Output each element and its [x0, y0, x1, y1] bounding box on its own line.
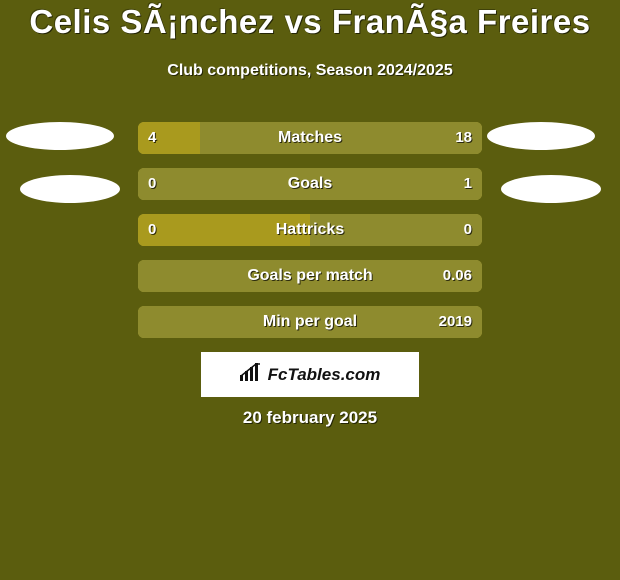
logo-box: FcTables.com: [201, 352, 419, 397]
chart-icon: [240, 363, 262, 386]
bar-fill-right: [200, 122, 482, 154]
logo-text: FcTables.com: [268, 365, 381, 385]
bar-fill-left: [138, 214, 310, 246]
bar-track: [138, 306, 482, 338]
bar-row: Hattricks00: [0, 214, 620, 260]
comparison-bars: Matches418Goals01Hattricks00Goals per ma…: [0, 122, 620, 352]
bar-track: [138, 260, 482, 292]
bar-row: Matches418: [0, 122, 620, 168]
season-subtitle: Club competitions, Season 2024/2025: [0, 62, 620, 80]
bar-track: [138, 214, 482, 246]
bar-fill-right: [138, 260, 482, 292]
bar-fill-right: [138, 306, 482, 338]
stats-card: Celis SÃ¡nchez vs FranÃ§a Freires Club c…: [0, 0, 620, 580]
comparison-title: Celis SÃ¡nchez vs FranÃ§a Freires: [0, 3, 620, 41]
bar-fill-right: [138, 168, 482, 200]
bar-row: Goals01: [0, 168, 620, 214]
bar-row: Min per goal2019: [0, 306, 620, 352]
bar-track: [138, 122, 482, 154]
bar-row: Goals per match0.06: [0, 260, 620, 306]
bar-track: [138, 168, 482, 200]
bar-fill-left: [138, 122, 200, 154]
date: 20 february 2025: [0, 408, 620, 428]
bar-fill-right: [310, 214, 482, 246]
